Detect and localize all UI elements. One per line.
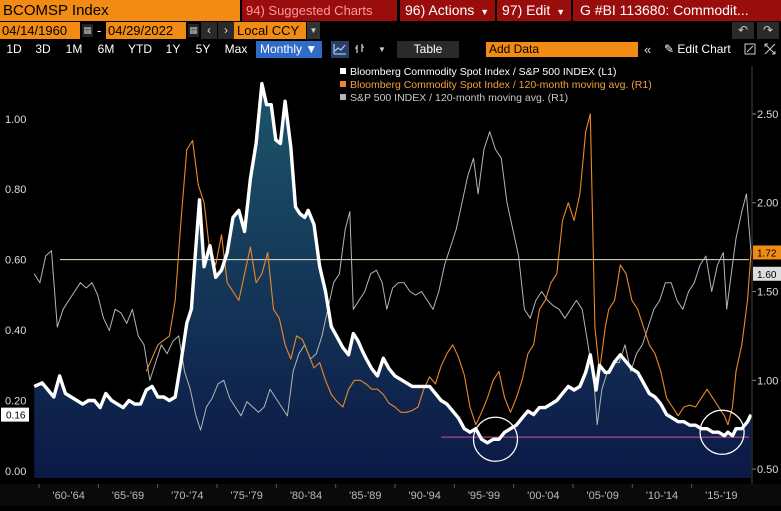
last-value-left-tag: 0.16 bbox=[1, 407, 29, 422]
highlight-circle bbox=[699, 409, 745, 455]
undo-icon[interactable]: ↶ bbox=[732, 22, 754, 39]
pencil-icon: ✎ bbox=[664, 42, 675, 56]
last-value-badge bbox=[753, 266, 781, 281]
line-chart-icon[interactable] bbox=[331, 41, 349, 58]
last-value-text: 1.60 bbox=[757, 270, 777, 281]
x-axis-label: '05-'09 bbox=[586, 490, 618, 502]
table-button[interactable]: Table bbox=[397, 41, 459, 58]
expand-icon[interactable] bbox=[761, 41, 779, 58]
end-date-input[interactable]: 04/29/2022 bbox=[106, 22, 186, 39]
calendar-icon[interactable]: ▦ bbox=[82, 24, 93, 37]
chevron-right-icon[interactable]: › bbox=[218, 22, 234, 39]
left-axis-tick-label: 0.20 bbox=[5, 396, 26, 408]
x-axis-label: '60-'64 bbox=[52, 490, 84, 502]
legend-swatch bbox=[340, 81, 346, 87]
top-toolbar: BCOMSP Index 94) Suggested Charts 96) Ac… bbox=[0, 0, 781, 21]
caret-down-icon: ▼ bbox=[305, 42, 318, 56]
x-axis-label: '85-'89 bbox=[349, 490, 381, 502]
x-axis-band bbox=[0, 484, 781, 506]
sp500-moving-avg-line bbox=[33, 131, 752, 431]
suggested-charts-button[interactable]: 94) Suggested Charts bbox=[242, 0, 397, 21]
date-separator: - bbox=[97, 23, 102, 38]
last-value-badge bbox=[1, 407, 29, 422]
last-value-badge bbox=[753, 245, 781, 260]
legend-label: S&P 500 INDEX / 120-month moving avg. (R… bbox=[350, 92, 569, 104]
period-1d[interactable]: 1D bbox=[6, 42, 22, 56]
legend-item[interactable]: Bloomberg Commodity Spot Index / S&P 500… bbox=[340, 66, 617, 78]
period-bar: 1D 3D 1M 6M YTD 1Y 5Y Max Monthly ▼ ▼ Ta… bbox=[0, 41, 781, 59]
currency-select[interactable]: Local CCY bbox=[234, 22, 306, 39]
legend-swatch bbox=[340, 94, 346, 100]
frequency-label: Monthly bbox=[260, 42, 303, 56]
left-axis-tick-label: 0.60 bbox=[5, 255, 26, 267]
redo-icon[interactable]: ↷ bbox=[757, 22, 779, 39]
edit-chart-label: Edit Chart bbox=[677, 42, 731, 56]
double-chevron-left-icon[interactable]: « bbox=[644, 42, 652, 57]
last-value-text: 1.72 bbox=[757, 248, 777, 259]
right-axis-tick-label: 1.50 bbox=[757, 287, 778, 299]
legend-label: Bloomberg Commodity Spot Index / S&P 500… bbox=[350, 66, 617, 78]
chart-canvas: '60-'64 '65-'69 '70-'74 '75-'79 '80-'84 '85-'… bbox=[0, 66, 781, 506]
x-axis-label: '90-'94 bbox=[408, 490, 440, 502]
x-axis-label: '15-'19 bbox=[705, 490, 737, 502]
left-axis-tick-label: 1.00 bbox=[5, 114, 26, 126]
right-axis-tick-label: 2.00 bbox=[757, 198, 778, 210]
period-3d[interactable]: 3D bbox=[35, 42, 51, 56]
last-value-right-tag: 1.60 bbox=[753, 266, 781, 281]
right-axis-tick-label: 0.50 bbox=[757, 464, 778, 476]
settings-icon[interactable] bbox=[741, 41, 759, 58]
legend-label: Bloomberg Commodity Spot Index / 120-mon… bbox=[350, 79, 652, 91]
x-axis-label: '10-'14 bbox=[646, 490, 678, 502]
legend-item[interactable]: Bloomberg Commodity Spot Index / 120-mon… bbox=[340, 79, 652, 91]
frequency-select[interactable]: Monthly ▼ bbox=[256, 41, 322, 58]
edit-label: 97) Edit bbox=[502, 2, 551, 18]
x-axis-label: '75-'79 bbox=[230, 490, 262, 502]
period-ytd[interactable]: YTD bbox=[128, 42, 152, 56]
period-5y[interactable]: 5Y bbox=[195, 42, 211, 56]
bar-type-icon[interactable] bbox=[351, 41, 369, 58]
commodity-moving-avg-line bbox=[145, 113, 752, 426]
chart-legend[interactable]: Bloomberg Commodity Spot Index / S&P 500… bbox=[336, 64, 691, 108]
edit-chart-button[interactable]: ✎ Edit Chart bbox=[664, 41, 731, 58]
period-1y[interactable]: 1Y bbox=[165, 42, 181, 56]
add-data-input[interactable]: Add Data bbox=[486, 42, 638, 57]
x-axis-label: '80-'84 bbox=[290, 490, 322, 502]
period-1m[interactable]: 1M bbox=[65, 42, 83, 56]
period-max[interactable]: Max bbox=[224, 42, 248, 56]
actions-label: 96) Actions bbox=[405, 2, 475, 18]
right-axis-tick-label: 2.50 bbox=[757, 109, 778, 121]
legend-swatch bbox=[340, 68, 346, 74]
left-axis-tick-label: 0.80 bbox=[5, 184, 26, 196]
x-axis-label: '95-'99 bbox=[468, 490, 500, 502]
caret-down-icon[interactable]: ▼ bbox=[378, 45, 386, 54]
caret-down-icon: ▼ bbox=[480, 7, 490, 17]
calendar-icon[interactable]: ▦ bbox=[188, 24, 199, 37]
caret-down-icon: ▼ bbox=[556, 7, 566, 17]
chevron-left-icon[interactable]: ‹ bbox=[201, 22, 217, 39]
legend-item[interactable]: S&P 500 INDEX / 120-month moving avg. (R… bbox=[340, 92, 568, 104]
commodity-sp500-ratio-line bbox=[33, 81, 753, 445]
start-date-input[interactable]: 04/14/1960 bbox=[0, 22, 80, 39]
last-value-right-tag: 1.72 bbox=[753, 245, 781, 260]
ratio-area-fill bbox=[34, 83, 752, 478]
edit-menu[interactable]: 97) Edit ▼ bbox=[497, 0, 571, 21]
x-axis-label: '70-'74 bbox=[171, 490, 203, 502]
highlight-circle bbox=[472, 416, 519, 462]
chart-title[interactable]: G #BI 113680: Commodit... bbox=[573, 0, 781, 21]
ticker-field[interactable]: BCOMSP Index bbox=[0, 0, 240, 21]
caret-down-icon[interactable]: ▼ bbox=[307, 22, 320, 39]
chart-area[interactable]: '60-'64 '65-'69 '70-'74 '75-'79 '80-'84 '85-'… bbox=[0, 60, 781, 506]
left-axis-tick-label: 0.40 bbox=[5, 325, 26, 337]
last-value-text: 0.16 bbox=[6, 411, 26, 422]
date-range-bar: 04/14/1960 ▦ - 04/29/2022 ▦ ‹ › Local CC… bbox=[0, 22, 781, 40]
x-axis-label: '00-'04 bbox=[527, 490, 559, 502]
actions-menu[interactable]: 96) Actions ▼ bbox=[400, 0, 495, 21]
x-axis-label: '65-'69 bbox=[112, 490, 144, 502]
right-axis-tick-label: 1.00 bbox=[757, 375, 778, 387]
left-axis-tick-label: 0.00 bbox=[5, 466, 26, 478]
period-6m[interactable]: 6M bbox=[97, 42, 115, 56]
